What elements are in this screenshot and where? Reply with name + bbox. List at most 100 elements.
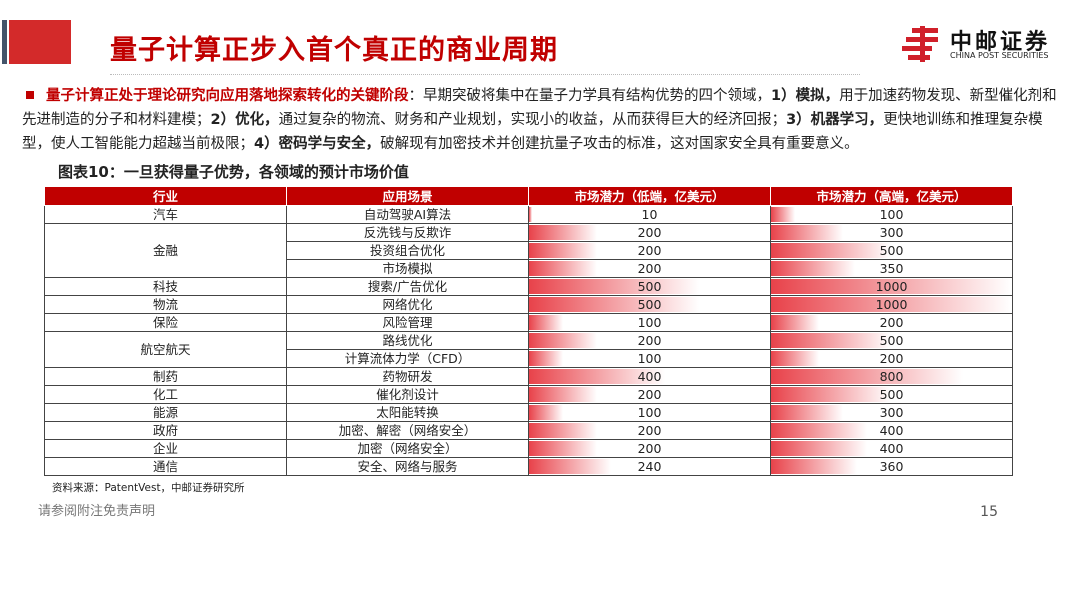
data-bar	[771, 297, 1011, 312]
value: 200	[637, 225, 662, 240]
header-low: 市场潜力（低端，亿美元）	[528, 186, 771, 206]
data-bar	[529, 243, 597, 258]
data-bar	[529, 207, 533, 222]
scenario-cell: 药物研发	[286, 367, 529, 386]
para-text: 更快地训练和推理复杂模型，使人工智能能力超越当前极限；	[22, 112, 1043, 152]
data-bar	[771, 387, 891, 402]
high-value-cell: 100	[770, 205, 1013, 224]
para-text: 破解现有加密技术并创建抗量子攻击的标准，这对国家安全具有重要意义。	[380, 136, 859, 152]
low-value-cell: 200	[528, 439, 771, 458]
value: 400	[879, 423, 904, 438]
table-row: 保险 风险管理 100 200	[44, 313, 1013, 332]
para-text: 用于加速药物发现、新型催化剂和先进制造的分子和材料建模；	[22, 88, 1057, 128]
industry-cell: 汽车	[44, 205, 287, 224]
logo: 中邮证券 CHINA POST SECURITIES	[902, 24, 1072, 64]
data-bar	[529, 279, 699, 294]
scenario-cell: 加密（网络安全）	[286, 439, 529, 458]
value: 200	[879, 315, 904, 330]
data-bar	[529, 297, 699, 312]
page-number: 15	[980, 504, 998, 520]
low-value-cell: 100	[528, 349, 771, 368]
value: 240	[637, 459, 662, 474]
low-value-cell: 500	[528, 277, 771, 296]
data-bar	[771, 315, 819, 330]
value: 100	[637, 405, 662, 420]
data-bar	[771, 225, 843, 240]
value: 100	[637, 315, 662, 330]
value: 500	[879, 333, 904, 348]
value: 200	[637, 261, 662, 276]
high-value-cell: 360	[770, 457, 1013, 476]
logo-cn: 中邮证券	[950, 30, 1051, 55]
data-bar	[529, 423, 597, 438]
value: 1000	[875, 279, 908, 294]
value: 200	[637, 387, 662, 402]
para-keyword: 2）优化，	[210, 112, 279, 128]
data-bar	[771, 441, 867, 456]
data-bar	[529, 315, 563, 330]
scenario-cell: 太阳能转换	[286, 403, 529, 422]
data-bar	[771, 351, 819, 366]
para-keyword: 4）密码学与安全，	[254, 136, 381, 152]
para-keyword: 3）机器学习，	[786, 112, 884, 128]
scenario-cell: 搜索/广告优化	[286, 277, 529, 296]
table-row: 汽车 自动驾驶AI算法 10 100	[44, 205, 1013, 224]
low-value-cell: 240	[528, 457, 771, 476]
low-value-cell: 200	[528, 259, 771, 278]
value: 200	[637, 333, 662, 348]
value: 300	[879, 225, 904, 240]
table-row: 政府 加密、解密（网络安全） 200 400	[44, 421, 1013, 440]
decor-block-red	[9, 20, 71, 64]
value: 200	[637, 441, 662, 456]
value: 1000	[875, 297, 908, 312]
high-value-cell: 200	[770, 349, 1013, 368]
data-bar	[529, 261, 597, 276]
scenario-cell: 路线优化	[286, 331, 529, 350]
industry-cell: 物流	[44, 295, 287, 314]
data-bar	[771, 369, 963, 384]
data-bar	[529, 387, 597, 402]
data-bar	[771, 459, 858, 474]
scenario-cell: 安全、网络与服务	[286, 457, 529, 476]
data-bar	[529, 441, 597, 456]
value: 400	[879, 441, 904, 456]
value: 10	[641, 207, 658, 222]
table-row: 物流 网络优化 500 1000	[44, 295, 1013, 314]
title-divider	[110, 74, 860, 75]
table-row: 通信 安全、网络与服务 240 360	[44, 457, 1013, 476]
value: 500	[637, 297, 662, 312]
table-row: 金融 反洗钱与反欺诈 200 300	[44, 223, 1013, 278]
table-row: 航空航天 路线优化 200 500	[44, 331, 1013, 368]
table-row: 企业 加密（网络安全） 200 400	[44, 439, 1013, 458]
content: 量子计算正处于理论研究向应用落地探索转化的关键阶段：早期突破将集中在量子力学具有…	[0, 84, 1080, 521]
logo-en: CHINA POST SECURITIES	[950, 51, 1049, 60]
low-value-cell: 200	[528, 385, 771, 404]
data-bar	[771, 207, 795, 222]
scenario-cell: 催化剂设计	[286, 385, 529, 404]
para-text: ：早期突破将集中在量子力学具有结构优势的四个领域，	[408, 88, 772, 104]
low-value-cell: 10	[528, 205, 771, 224]
data-bar	[529, 351, 563, 366]
data-bar	[771, 261, 855, 276]
low-value-cell: 100	[528, 403, 771, 422]
high-value-cell: 400	[770, 439, 1013, 458]
value: 800	[879, 369, 904, 384]
header-scenario: 应用场景	[286, 186, 529, 206]
value: 360	[879, 459, 904, 474]
value: 200	[637, 423, 662, 438]
table-row: 制药 药物研发 400 800	[44, 367, 1013, 386]
high-value-cell: 1000	[770, 277, 1013, 296]
value: 500	[637, 279, 662, 294]
low-value-cell: 400	[528, 367, 771, 386]
high-value-cell: 300	[770, 403, 1013, 422]
page-title: 量子计算正步入首个真正的商业周期	[110, 35, 558, 66]
low-value-cell: 200	[528, 421, 771, 440]
header-industry: 行业	[44, 186, 287, 206]
value: 100	[879, 207, 904, 222]
low-value-cell: 100	[528, 313, 771, 332]
value: 100	[637, 351, 662, 366]
high-value-cell: 500	[770, 385, 1013, 404]
industry-cell: 金融	[44, 223, 287, 278]
table-row: 市场模拟 200 350	[45, 259, 1013, 278]
data-bar	[771, 243, 891, 258]
